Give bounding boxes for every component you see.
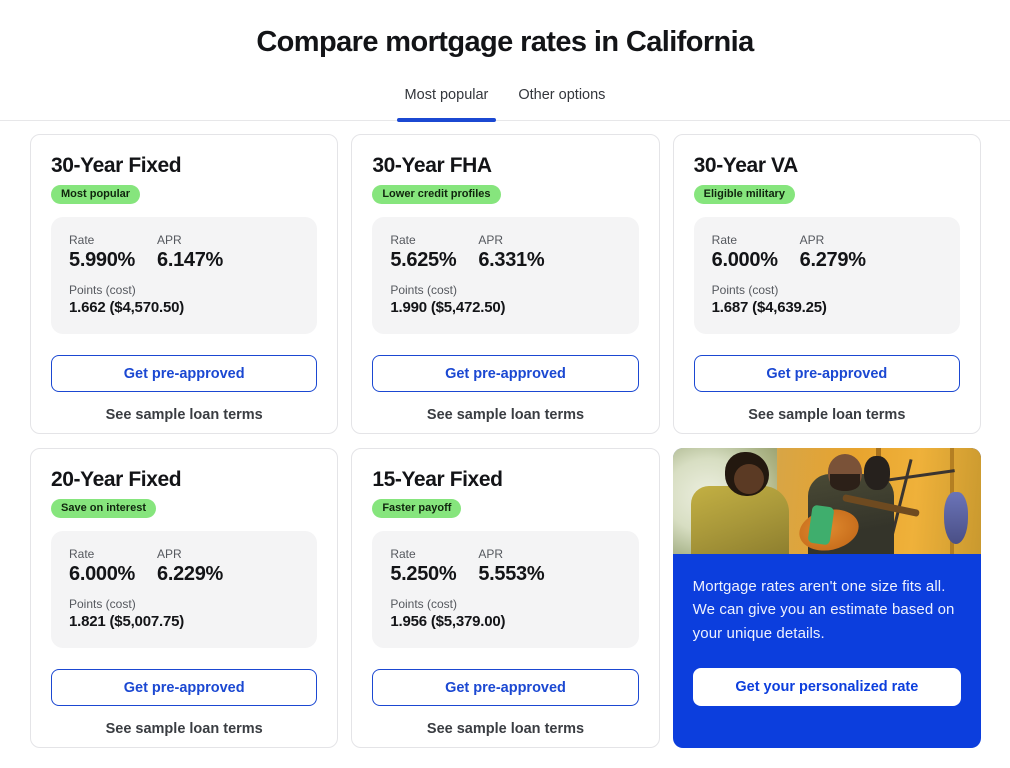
tab-other-options[interactable]: Other options — [516, 81, 607, 120]
card-15-year-fixed: 15-Year Fixed Faster payoff Rate 5.250% … — [351, 448, 660, 748]
card-title: 15-Year Fixed — [372, 468, 503, 491]
card-20-year-fixed: 20-Year Fixed Save on interest Rate 6.00… — [30, 448, 339, 748]
photo-hanging-guitar — [943, 492, 968, 544]
tab-most-popular-label: Most popular — [404, 87, 489, 103]
promo-photo-musicians — [672, 448, 981, 554]
points-label: Points (cost) — [711, 283, 779, 297]
tab-most-popular[interactable]: Most popular — [396, 81, 497, 122]
points-label: Points (cost) — [390, 597, 458, 611]
sample-loan-terms-link[interactable]: See sample loan terms — [426, 407, 585, 423]
card-title: 20-Year Fixed — [51, 468, 182, 491]
sample-loan-terms-link[interactable]: See sample loan terms — [105, 721, 263, 737]
rate-value: 5.250% — [390, 563, 457, 585]
tabs-bar: Most popular Other options — [0, 81, 1010, 122]
rate-cards-grid: 30-Year Fixed Most popular Rate 5.990% A… — [0, 121, 1010, 748]
points-label: Points (cost) — [69, 597, 136, 611]
sample-loan-terms-link[interactable]: See sample loan terms — [105, 407, 263, 423]
rate-value: 5.990% — [69, 249, 136, 271]
points-label: Points (cost) — [69, 283, 136, 297]
promo-text: Mortgage rates aren't one size fits all.… — [692, 578, 955, 642]
apr-label: APR — [478, 233, 504, 247]
personalized-rate-promo-card: Mortgage rates aren't one size fits all.… — [672, 448, 981, 748]
card-30-year-va: 30-Year VA Eligible military Rate 6.000%… — [672, 134, 981, 434]
apr-value: 6.279% — [799, 249, 866, 271]
active-tab-underline — [396, 118, 497, 122]
apr-label: APR — [157, 233, 182, 247]
sample-loan-terms-link[interactable]: See sample loan terms — [426, 721, 585, 737]
get-pre-approved-button[interactable]: Get pre-approved — [372, 355, 639, 392]
card-badge: Most popular — [51, 185, 141, 204]
photo-person-left-body — [691, 486, 790, 554]
card-badge: Lower credit profiles — [372, 185, 501, 204]
card-title: 30-Year VA — [693, 154, 799, 177]
rate-value: 5.625% — [390, 249, 457, 271]
rate-panel: Rate 6.000% APR 6.229% Points (cost) 1.8… — [51, 531, 318, 648]
sample-loan-terms-link[interactable]: See sample loan terms — [748, 407, 906, 423]
rate-label: Rate — [390, 547, 416, 561]
rate-panel: Rate 5.625% APR 6.331% Points (cost) 1.9… — [372, 217, 639, 334]
rate-label: Rate — [390, 233, 416, 247]
rate-label: Rate — [69, 233, 95, 247]
apr-value: 5.553% — [478, 563, 545, 585]
card-30-year-fixed: 30-Year Fixed Most popular Rate 5.990% A… — [30, 134, 339, 434]
photo-person-right-beard — [829, 474, 860, 491]
card-badge: Eligible military — [693, 185, 795, 204]
points-label: Points (cost) — [390, 283, 458, 297]
photo-mic-boom — [885, 469, 956, 482]
card-title: 30-Year Fixed — [51, 154, 182, 177]
points-value: 1.821 ($5,007.75) — [69, 613, 185, 630]
rate-label: Rate — [711, 233, 738, 247]
apr-value: 6.147% — [157, 249, 224, 271]
rate-value: 6.000% — [711, 249, 778, 271]
page-header: Compare mortgage rates in California Mos… — [0, 0, 1010, 122]
points-value: 1.687 ($4,639.25) — [711, 299, 827, 316]
page-title: Compare mortgage rates in California — [256, 26, 754, 58]
card-title: 30-Year FHA — [372, 154, 492, 177]
tab-other-options-label: Other options — [518, 87, 606, 103]
photo-mic-head — [863, 456, 890, 490]
get-pre-approved-button[interactable]: Get pre-approved — [51, 669, 318, 706]
get-pre-approved-button[interactable]: Get pre-approved — [372, 669, 639, 706]
apr-value: 6.331% — [478, 249, 545, 271]
apr-label: APR — [478, 547, 504, 561]
rate-value: 6.000% — [69, 563, 136, 585]
rate-panel: Rate 5.990% APR 6.147% Points (cost) 1.6… — [51, 217, 318, 334]
apr-value: 6.229% — [157, 563, 224, 585]
get-pre-approved-button[interactable]: Get pre-approved — [51, 355, 318, 392]
rate-panel: Rate 6.000% APR 6.279% Points (cost) 1.6… — [693, 217, 960, 334]
photo-person-left-face — [734, 464, 765, 494]
apr-label: APR — [799, 233, 825, 247]
rate-label: Rate — [69, 547, 95, 561]
points-value: 1.956 ($5,379.00) — [390, 613, 506, 630]
card-30-year-fha: 30-Year FHA Lower credit profiles Rate 5… — [351, 134, 660, 434]
card-badge: Faster payoff — [372, 499, 462, 518]
card-badge: Save on interest — [51, 499, 156, 518]
points-value: 1.662 ($4,570.50) — [69, 299, 185, 316]
get-pre-approved-button[interactable]: Get pre-approved — [693, 355, 960, 392]
get-personalized-rate-button[interactable]: Get your personalized rate — [692, 668, 961, 707]
points-value: 1.990 ($5,472.50) — [390, 299, 506, 316]
apr-label: APR — [157, 547, 182, 561]
rate-panel: Rate 5.250% APR 5.553% Points (cost) 1.9… — [372, 531, 639, 648]
